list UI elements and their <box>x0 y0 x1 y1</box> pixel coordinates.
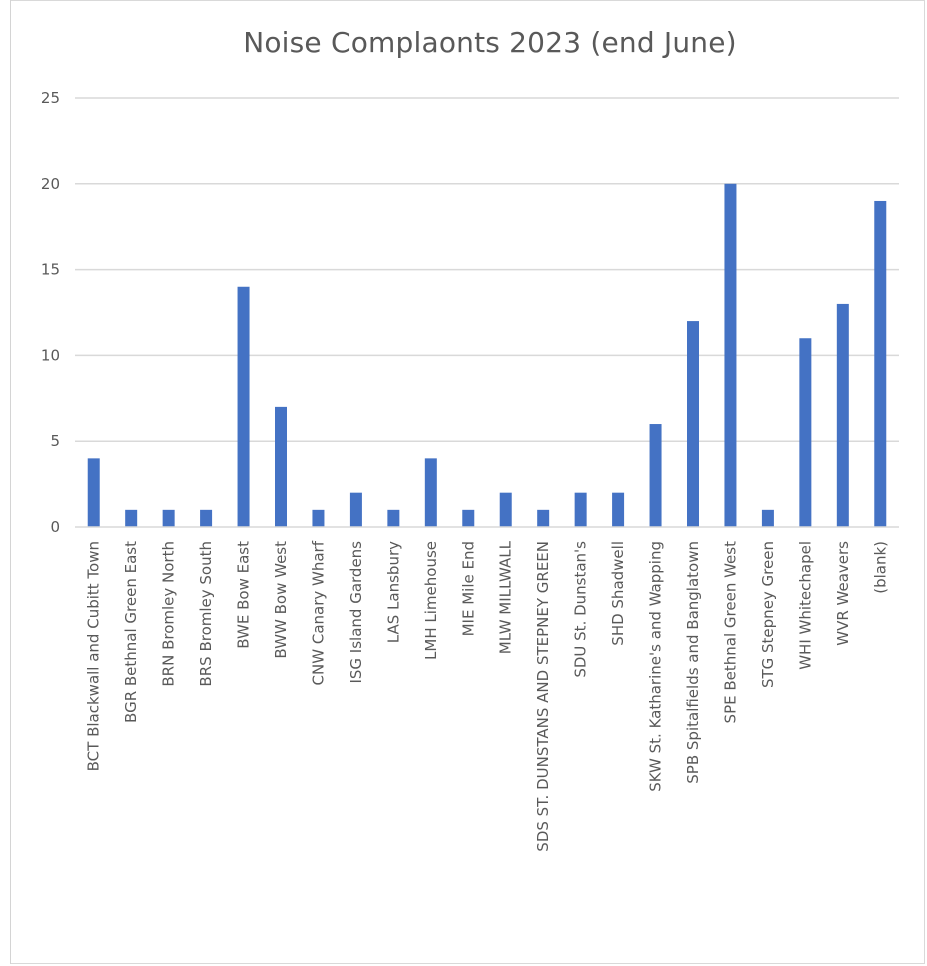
bar <box>799 338 812 527</box>
y-tick-label: 15 <box>41 261 60 279</box>
bar <box>724 183 737 528</box>
bar <box>574 492 587 527</box>
bar <box>237 286 250 527</box>
gridlines <box>75 97 899 442</box>
y-tick-label: 25 <box>41 89 60 107</box>
y-tick-label: 0 <box>50 518 60 536</box>
y-axis-tick-labels: 0 5 10 15 20 25 <box>41 89 60 536</box>
x-tick-label: WVR Weavers <box>834 541 852 646</box>
bar <box>349 492 362 527</box>
bar <box>537 509 550 527</box>
x-tick-label: BRN Bromley North <box>160 541 178 687</box>
x-tick-label: SPE Bethnal Green West <box>721 541 739 724</box>
bar <box>125 509 138 527</box>
x-tick-label: STG Stepney Green <box>759 541 777 688</box>
bar <box>312 509 325 527</box>
x-tick-label: BWW Bow West <box>272 541 290 659</box>
x-tick-label: (blank) <box>871 541 889 594</box>
x-tick-label: BCT Blackwall and Cubitt Town <box>85 541 103 771</box>
x-tick-label: BRS Bromley South <box>197 541 215 687</box>
bar <box>424 458 437 527</box>
bar <box>612 492 625 527</box>
x-tick-label: SDS ST. DUNSTANS AND STEPNEY GREEN <box>534 541 552 852</box>
bar <box>761 509 774 527</box>
bar <box>462 509 475 527</box>
x-tick-label: BWE Bow East <box>235 541 253 649</box>
x-axis-category-labels: BCT Blackwall and Cubitt Town BGR Bethnal… <box>85 540 890 851</box>
bar <box>162 509 175 527</box>
bars <box>87 183 887 528</box>
x-tick-label: CNW Canary Wharf <box>309 540 327 685</box>
x-tick-label: WHI Whitechapel <box>796 541 814 670</box>
window-left-edge <box>0 0 11 964</box>
x-tick-label: SPB Spitalfields and Banglatown <box>684 541 702 784</box>
x-tick-label: SKW St. Katharine's and Wapping <box>647 541 665 792</box>
bar <box>87 458 100 527</box>
bar <box>275 406 287 527</box>
bar <box>200 509 213 527</box>
x-tick-label: LMH Limehouse <box>422 541 440 660</box>
bar <box>836 303 849 527</box>
x-tick-label: MIE Mile End <box>459 541 477 636</box>
y-tick-label: 5 <box>50 432 60 450</box>
x-tick-label: LAS Lansbury <box>384 541 402 643</box>
x-tick-label: BGR Bethnal Green East <box>122 541 140 723</box>
y-tick-label: 10 <box>41 346 60 364</box>
bar <box>387 509 400 527</box>
chart-title: Noise Complaonts 2023 (end June) <box>243 26 737 59</box>
x-tick-label: SHD Shadwell <box>609 541 627 646</box>
bar <box>687 321 699 527</box>
bar <box>499 492 512 527</box>
x-tick-label: SDU St. Dunstan's <box>572 541 590 678</box>
y-tick-label: 20 <box>41 175 60 193</box>
x-tick-label: ISG Island Gardens <box>347 541 365 684</box>
x-tick-label: MLW MILLWALL <box>497 540 515 654</box>
bar <box>649 424 662 527</box>
bar <box>874 200 887 527</box>
